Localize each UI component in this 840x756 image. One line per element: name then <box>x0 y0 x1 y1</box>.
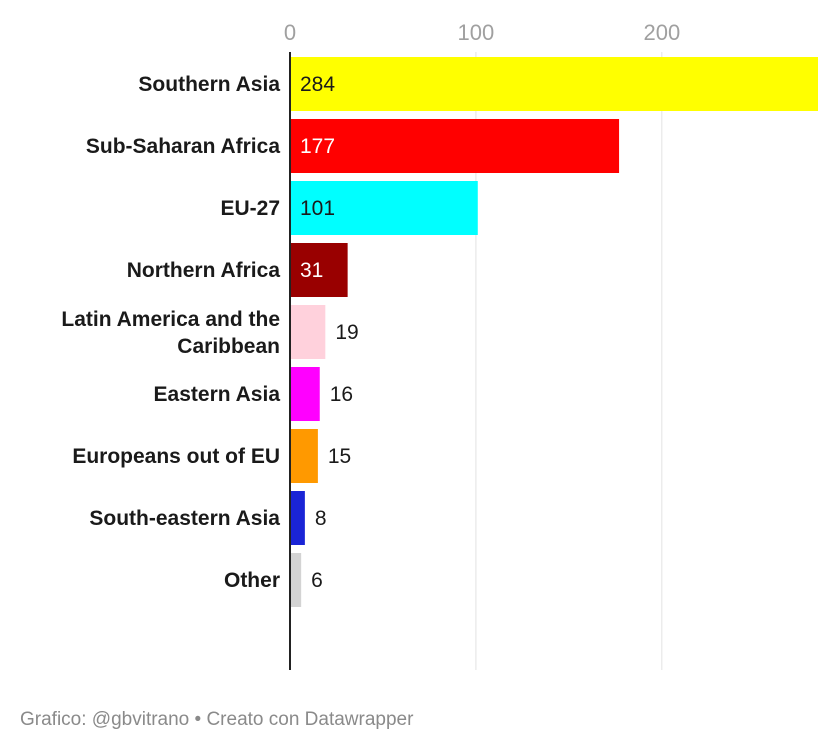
footer-credit: Grafico: @gbvitrano • Creato con Datawra… <box>20 709 414 730</box>
bars <box>290 57 818 607</box>
x-tick-label: 100 <box>458 20 495 45</box>
category-label: Eastern Asia <box>154 383 281 406</box>
value-label: 8 <box>315 507 327 530</box>
category-label: Europeans out of EU <box>72 445 280 468</box>
bar <box>290 181 478 235</box>
category-label: Sub-Saharan Africa <box>86 135 280 158</box>
x-tick-label: 200 <box>643 20 680 45</box>
bar <box>290 119 620 173</box>
category-label: Northern Africa <box>127 259 281 282</box>
bar <box>290 57 818 111</box>
category-label: Southern Asia <box>138 73 280 96</box>
category-label: South-eastern Asia <box>89 507 280 530</box>
value-label: 19 <box>335 321 358 344</box>
category-labels: Southern Asia Sub-Saharan Africa EU-27 Nort… <box>61 73 280 592</box>
value-label: 16 <box>330 383 353 406</box>
value-label: 177 <box>300 135 335 158</box>
value-label: 284 <box>300 73 335 96</box>
category-label: Latin America and the Caribbean <box>61 308 280 358</box>
value-label: 101 <box>300 197 335 220</box>
value-labels: 284 177 101 31 19 16 15 8 6 <box>300 73 359 592</box>
x-tick-label: 0 <box>284 20 296 45</box>
x-axis-ticks: 0 100 200 <box>284 20 680 45</box>
bar <box>290 491 305 545</box>
category-label: EU-27 <box>220 197 280 220</box>
bar-chart: 0 100 200 Southern Asia Sub-Saharan Africa E… <box>61 20 818 670</box>
category-label: Other <box>224 569 280 592</box>
bar <box>290 243 348 297</box>
bar <box>290 305 326 359</box>
bar <box>290 429 318 483</box>
bar <box>290 367 320 421</box>
value-label: 6 <box>311 569 323 592</box>
bar <box>290 553 302 607</box>
value-label: 31 <box>300 259 323 282</box>
value-label: 15 <box>328 445 351 468</box>
